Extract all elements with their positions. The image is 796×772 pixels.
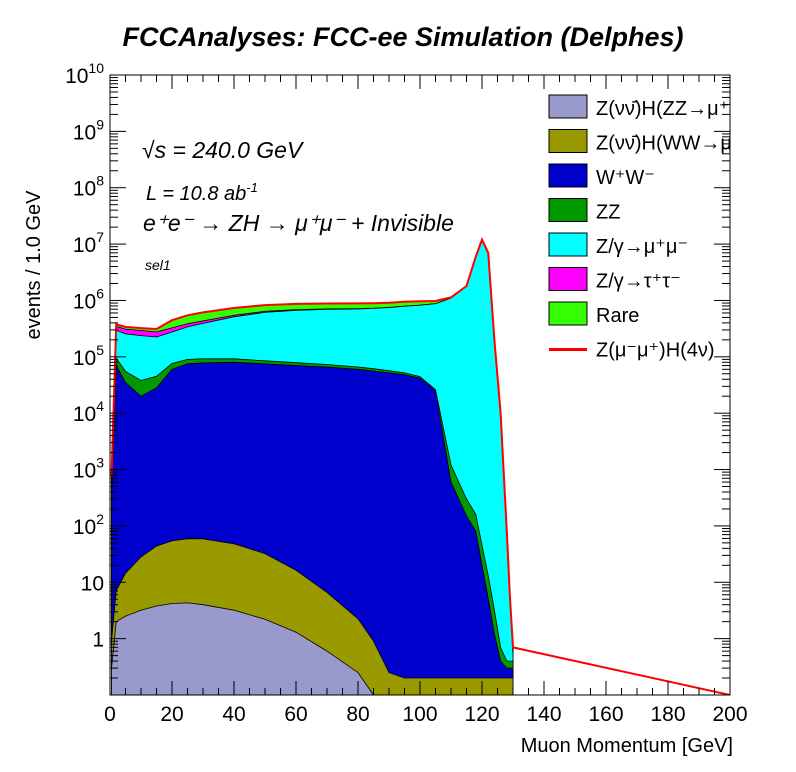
legend-label: Z/γ→μ⁺μ⁻: [596, 236, 688, 258]
y-tick-label: 107: [73, 229, 104, 257]
legend-swatch: [548, 232, 588, 257]
y-tick-label: 102: [73, 511, 104, 539]
chart-title: FCCAnalyses: FCC-ee Simulation (Delphes): [122, 22, 683, 52]
x-tick-label: 60: [284, 703, 307, 726]
x-tick-label: 120: [464, 703, 499, 726]
x-axis-ticks: 0 20 40 60 80 100 120 140 160 180 200: [104, 75, 748, 726]
annotation-luminosity-text: L = 10.8 ab: [146, 183, 246, 205]
y-axis-label: events / 1.0 GeV: [23, 190, 45, 340]
legend-swatch: [548, 198, 588, 222]
legend-label: W⁺W⁻: [596, 167, 655, 189]
annotation-luminosity-exp: -1: [246, 180, 258, 195]
y-tick-label: 104: [73, 398, 104, 426]
y-tick-label: 1010: [65, 60, 104, 88]
legend: Z(νν̄)H(ZZ→μ⁺μ⁻ν⁺ν⁻) Z(νν̄)H(WW→μ⁺νμ⁻ν) W⁺…: [548, 94, 796, 362]
x-tick-label: 100: [402, 703, 437, 726]
x-tick-label: 80: [346, 703, 369, 726]
x-tick-label: 180: [650, 703, 685, 726]
legend-label-signal: Z(μ⁻μ⁺)H(4ν): [596, 340, 715, 362]
y-axis-ticks: 1 10 102 103 104 105 106 107 108 109 1010: [65, 60, 730, 679]
annotation-sqrt-s: √s = 240.0 GeV: [142, 137, 305, 163]
y-tick-label: 103: [73, 455, 104, 483]
y-tick-label: 108: [73, 173, 104, 201]
y-tick-label: 106: [73, 285, 104, 313]
y-tick-label: 10: [81, 572, 104, 595]
x-tick-label: 20: [160, 703, 183, 726]
legend-label: Z/γ→τ⁺τ⁻: [596, 271, 681, 293]
x-tick-label: 160: [588, 703, 623, 726]
legend-swatch: [548, 301, 588, 326]
x-tick-label: 200: [712, 703, 747, 726]
x-tick-label: 140: [526, 703, 561, 726]
legend-label: Z(νν̄)H(WW→μ⁺νμ⁻ν): [596, 133, 791, 155]
y-tick-label: 1: [92, 629, 104, 652]
signal-line: [110, 237, 730, 695]
legend-swatch: [548, 94, 588, 119]
stacked-areas: [111, 238, 514, 695]
area-series-0: [111, 602, 513, 695]
annotations: √s = 240.0 GeV L = 10.8 ab-1 e⁺e⁻ → ZH →…: [142, 137, 454, 273]
legend-label: Rare: [596, 305, 639, 327]
legend-swatch: [548, 267, 588, 291]
y-tick-label: 109: [73, 116, 104, 144]
legend-label: ZZ: [596, 202, 620, 224]
y-tick-label: 105: [73, 342, 104, 370]
x-axis-label: Muon Momentum [GeV]: [521, 735, 733, 757]
x-tick-label: 0: [104, 703, 116, 726]
legend-swatch: [548, 129, 588, 153]
legend-label: Z(νν̄)H(ZZ→μ⁺μ⁻ν⁺ν⁻): [596, 98, 796, 120]
x-tick-label: 40: [222, 703, 245, 726]
signal-line-layer: [110, 237, 730, 695]
annotation-process: e⁺e⁻ → ZH → μ⁺μ⁻ + Invisible: [143, 210, 454, 236]
legend-swatch: [548, 163, 588, 188]
annotation-luminosity: L = 10.8 ab-1: [146, 180, 258, 205]
annotation-selection: sel1: [145, 257, 171, 273]
